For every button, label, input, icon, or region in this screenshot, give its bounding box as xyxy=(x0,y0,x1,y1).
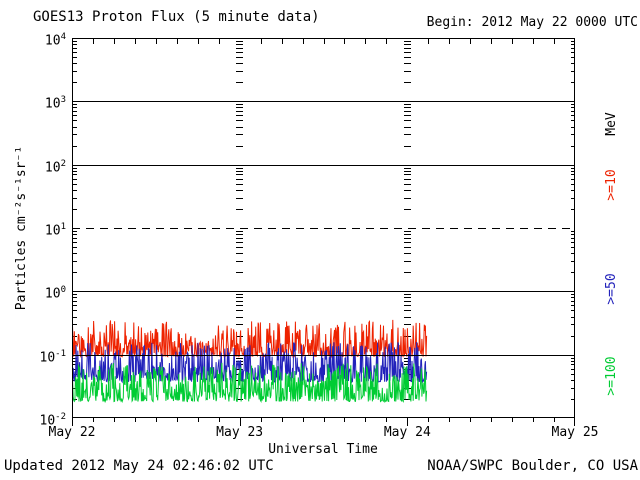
y-tick-label: 100 xyxy=(44,285,66,302)
data-source-label: NOAA/SWPC Boulder, CO USA xyxy=(427,458,638,474)
y-tick-label: 10-2 xyxy=(39,412,67,429)
chart-title: GOES13 Proton Flux (5 minute data) xyxy=(33,9,320,25)
y-tick-label: 104 xyxy=(44,32,66,49)
updated-timestamp: Updated 2012 May 24 02:46:02 UTC xyxy=(4,458,274,474)
y-tick-label: 101 xyxy=(44,222,66,239)
flux-trace-gege100 xyxy=(72,362,428,404)
y-tick-label: 10-1 xyxy=(39,348,67,365)
y-tick-label: 103 xyxy=(44,95,66,112)
y-tick-label: 102 xyxy=(44,158,66,175)
legend-series-label-ge100: >=100 xyxy=(604,356,619,396)
legend-series-label-ge50: >=50 xyxy=(604,273,619,305)
begin-timestamp-label: Begin: 2012 May 22 0000 UTC xyxy=(426,15,638,30)
plot-area xyxy=(72,38,575,426)
x-tick-label: May 23 xyxy=(216,425,264,440)
x-tick-label: May 24 xyxy=(383,425,431,440)
flux-trace-gege50 xyxy=(72,341,428,384)
plot-frame xyxy=(72,38,575,418)
legend-series-label-ge10: >=10 xyxy=(604,169,619,201)
x-tick-label: May 25 xyxy=(551,425,599,440)
x-tick-label: May 22 xyxy=(48,425,96,440)
x-axis-title: Universal Time xyxy=(268,442,378,457)
